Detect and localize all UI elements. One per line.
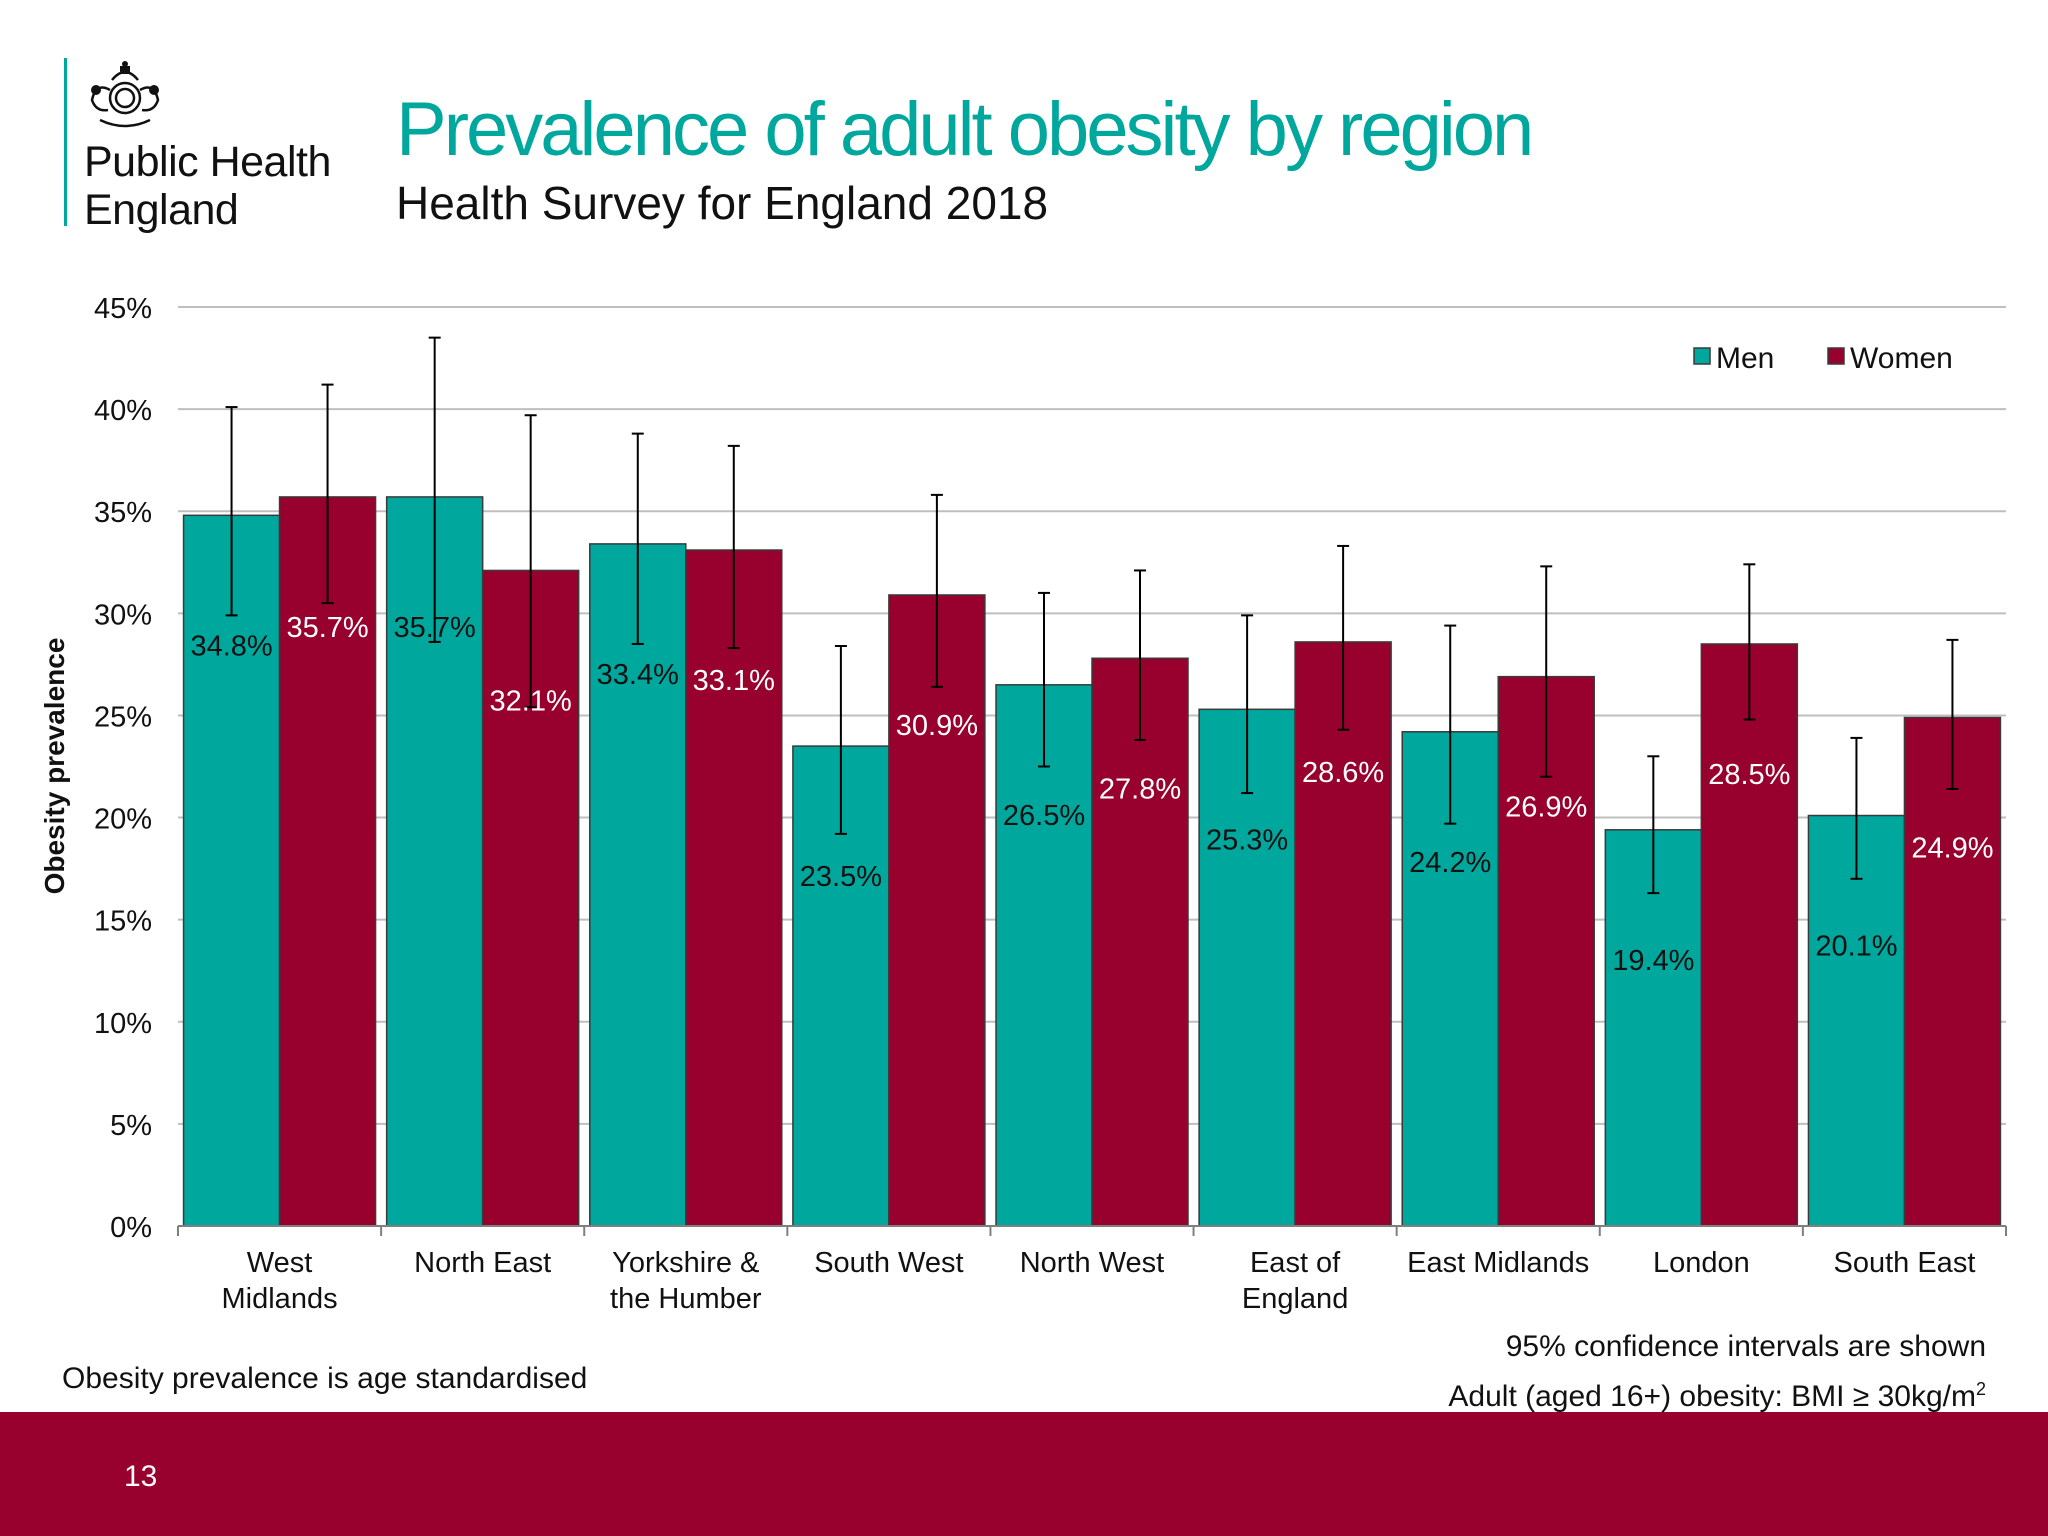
bar-men <box>182 514 281 1227</box>
bar-women <box>278 496 377 1227</box>
data-label-men: 26.5% <box>1003 800 1085 832</box>
logo-line-1: Public Health <box>84 138 331 186</box>
data-label-women: 27.8% <box>1099 773 1181 805</box>
y-tick-label: 25% <box>94 701 152 733</box>
y-tick-label: 15% <box>94 906 152 938</box>
x-category-label: North West <box>1020 1247 1165 1279</box>
y-tick-label: 0% <box>110 1212 152 1244</box>
bar-women <box>1294 641 1392 1227</box>
logo-line-2: England <box>84 186 239 234</box>
data-label-men: 20.1% <box>1815 931 1897 963</box>
obesity-bar-chart: 0% 5% 10% 15% 20% 25% 30% 35% 40% 45% Obesity prev… <box>39 293 2007 1315</box>
x-category-label: Yorkshire & <box>612 1247 759 1279</box>
data-label-women: 28.6% <box>1302 757 1384 789</box>
data-label-men: 34.8% <box>190 630 272 662</box>
data-label-men: 33.4% <box>597 659 679 691</box>
data-label-men: 35.7% <box>394 612 476 644</box>
data-label-women: 28.5% <box>1708 759 1790 791</box>
legend-swatch <box>1827 347 1845 365</box>
footnote-bmi-definition: Adult (aged 16+) obesity: BMI ≥ 30kg/m2 <box>1448 1368 1986 1418</box>
data-label-men: 19.4% <box>1612 945 1694 977</box>
bar-women <box>1700 643 1799 1227</box>
legend-swatch <box>1693 347 1711 365</box>
footnote-confidence-intervals: 95% confidence intervals are shown <box>1505 1330 1986 1363</box>
x-category-label: Midlands <box>222 1283 338 1315</box>
legend-label: Women <box>1850 342 1953 375</box>
data-label-women: 26.9% <box>1505 792 1587 824</box>
bar-women <box>888 594 986 1227</box>
x-category-label: South East <box>1834 1247 1976 1279</box>
bar-men <box>1604 829 1703 1227</box>
y-tick-label: 10% <box>94 1008 152 1040</box>
y-tick-label: 45% <box>94 293 152 325</box>
legend-label: Men <box>1716 342 1774 375</box>
x-category-label: the Humber <box>610 1283 762 1315</box>
page-subtitle: Health Survey for England 2018 <box>396 177 1049 229</box>
bar-women <box>1091 657 1189 1227</box>
footnote-bmi-text: Adult (aged 16+) obesity: BMI ≥ 30kg/m <box>1448 1380 1976 1413</box>
footnote-age-standardised: Obesity prevalence is age standardised <box>62 1362 588 1395</box>
x-category-label: England <box>1242 1283 1348 1315</box>
data-label-women: 35.7% <box>286 612 368 644</box>
data-label-men: 25.3% <box>1206 824 1288 856</box>
y-tick-label: 35% <box>94 497 152 529</box>
x-category-label: South West <box>814 1247 963 1279</box>
data-label-men: 23.5% <box>800 861 882 893</box>
data-label-women: 32.1% <box>490 685 572 717</box>
bar-women <box>1903 716 2002 1227</box>
bar-women <box>685 549 783 1227</box>
data-label-women: 24.9% <box>1911 832 1993 864</box>
footer-band <box>0 1412 2048 1536</box>
x-category-label: East Midlands <box>1407 1247 1589 1279</box>
footnote-bmi-superscript: 2 <box>1975 1379 1986 1399</box>
page-title: Prevalence of adult obesity by region <box>396 87 1534 172</box>
page-number: 13 <box>124 1460 158 1493</box>
logo-accent-rule <box>64 58 67 226</box>
y-axis-title: Obesity prevalence <box>39 638 70 895</box>
organisation-logo-text: Public Health England <box>84 138 331 234</box>
bar-men <box>589 543 687 1227</box>
bar-men <box>1807 814 1906 1227</box>
x-category-label: East of <box>1250 1247 1341 1279</box>
y-tick-label: 5% <box>110 1110 152 1142</box>
data-label-men: 24.2% <box>1409 847 1491 879</box>
bar-men <box>995 684 1093 1227</box>
data-label-women: 33.1% <box>693 665 775 697</box>
x-category-label: North East <box>414 1247 551 1279</box>
x-category-label: West <box>247 1247 313 1279</box>
y-tick-label: 30% <box>94 599 152 631</box>
y-tick-label: 40% <box>94 395 152 427</box>
data-label-women: 30.9% <box>896 710 978 742</box>
x-category-label: London <box>1653 1247 1750 1279</box>
footnote-right-block: 95% confidence intervals are shown Adult… <box>1448 1326 1986 1418</box>
royal-crest-icon <box>90 61 160 128</box>
y-tick-label: 20% <box>94 804 152 836</box>
